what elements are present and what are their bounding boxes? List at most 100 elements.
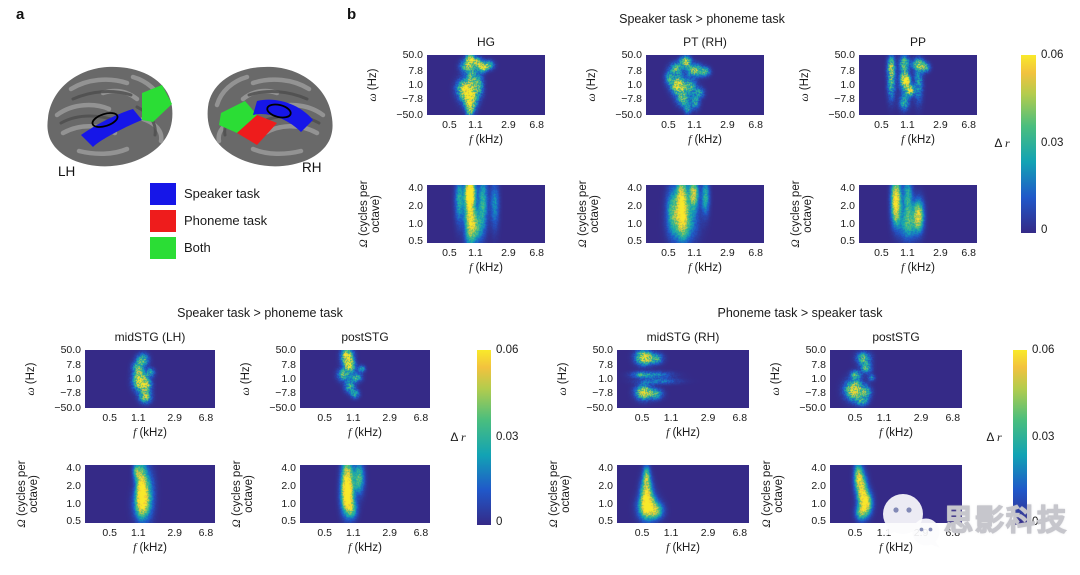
rh-phoneme-region [237, 115, 277, 145]
y-tick: 0.5 [811, 515, 826, 528]
y-tick: 50.0 [60, 344, 81, 356]
y-axis-label-omega: ω (Hz) [770, 347, 785, 411]
math-symbol: ω [799, 93, 811, 102]
y-tick: 1.0 [840, 218, 855, 231]
math-symbol: Ω [790, 239, 802, 248]
y-tick: 0.5 [840, 235, 855, 248]
y-tick: 50.0 [402, 49, 423, 61]
y-tick: 50.0 [621, 49, 642, 61]
x-tick: 6.8 [529, 247, 545, 259]
y-axis-label-omega: ω (Hz) [25, 347, 40, 411]
plot-title: PP [909, 35, 926, 49]
x-tick: 6.8 [748, 119, 764, 131]
plot-title: midSTG (LH) [114, 330, 186, 344]
y-tick: 0.5 [627, 235, 642, 248]
y-tick: 1.0 [281, 373, 296, 385]
axis-unit: (cycles per octave) [790, 180, 814, 237]
rh-roi-outline [266, 103, 292, 119]
colorbar-tick: 0.06 [1032, 344, 1055, 356]
x-tick: 0.5 [847, 527, 863, 539]
y-tick: 1.0 [811, 498, 826, 511]
x-tick: 0.5 [661, 119, 676, 131]
rh-both-region [219, 101, 257, 133]
x-tick: 2.9 [913, 412, 929, 424]
heatmap-canvas-PP-omega [859, 55, 977, 115]
x-tick: 6.8 [961, 119, 977, 131]
x-tick: 1.1 [130, 527, 146, 539]
heatmap-canvas-HG-omega [427, 55, 545, 115]
x-tick: 0.5 [317, 412, 332, 424]
x-tick: 1.1 [468, 119, 483, 131]
x-tick: 1.1 [900, 119, 915, 131]
colorbar-tick: 0 [1032, 516, 1039, 528]
x-tick: 6.8 [198, 412, 214, 424]
axis-unit: (Hz) [25, 362, 37, 388]
y-tick: 0.5 [66, 515, 81, 528]
colorbar-label: Δ r [977, 430, 1011, 445]
axis-unit: (Hz) [240, 362, 252, 388]
y-tick: 2.0 [811, 480, 826, 493]
math-symbol: ω [557, 387, 569, 396]
y-tick: 4.0 [598, 462, 613, 475]
axis-unit: (kHz) [882, 427, 913, 439]
heatmap-canvas-postSTG-Omega [300, 465, 430, 523]
rh-label: RH [302, 160, 322, 175]
colorbar [1021, 55, 1036, 233]
axis-unit: Δ [986, 430, 997, 444]
axis-unit: (kHz) [691, 134, 722, 146]
y-tick: −50.0 [269, 402, 296, 414]
x-axis-label: f (kHz) [85, 542, 215, 555]
x-tick: 6.8 [945, 412, 961, 424]
y-tick: 50.0 [275, 344, 296, 356]
colorbar-tick: 0.06 [1041, 49, 1064, 61]
y-tick: −7.8 [275, 386, 296, 399]
y-axis-label-Omega: Ω (cycles per octave) [548, 448, 573, 540]
x-axis-label: f (kHz) [859, 262, 977, 275]
legend-item-both: Both [150, 236, 211, 259]
axis-unit: (kHz) [882, 542, 913, 554]
y-tick: 4.0 [408, 182, 423, 195]
brain-lh [47, 66, 173, 167]
axis-unit: (cycles per octave) [761, 460, 785, 517]
x-tick: 1.1 [900, 247, 915, 259]
x-tick: 6.8 [413, 527, 429, 539]
x-tick: 0.5 [634, 527, 650, 539]
x-tick: 1.1 [345, 527, 361, 539]
y-tick: 4.0 [66, 462, 81, 475]
colorbar-tick: 0.03 [1032, 430, 1055, 443]
x-axis-label: f (kHz) [427, 134, 545, 147]
x-axis-label: f (kHz) [859, 134, 977, 147]
lh-both-region [142, 85, 172, 122]
x-axis-label: f (kHz) [646, 134, 764, 147]
axis-unit: (kHz) [904, 262, 935, 274]
section-title: Phoneme task > speaker task [717, 306, 883, 320]
axis-unit: Δ [450, 430, 461, 444]
y-tick: 1.0 [66, 498, 81, 511]
axis-unit: (kHz) [669, 542, 700, 554]
axis-unit: (kHz) [691, 262, 722, 274]
y-tick: 1.0 [281, 498, 296, 511]
axis-unit: (kHz) [136, 427, 167, 439]
math-symbol: f [901, 262, 905, 274]
y-tick: 4.0 [840, 182, 855, 195]
y-tick: −7.8 [805, 386, 826, 399]
y-axis-label-Omega: Ω (cycles per octave) [358, 168, 383, 260]
math-symbol: ω [770, 387, 782, 396]
y-tick: 4.0 [811, 462, 826, 475]
axis-unit: (kHz) [904, 134, 935, 146]
y-tick: 7.8 [598, 359, 613, 372]
axis-unit: (Hz) [367, 68, 379, 94]
x-tick: 0.5 [442, 119, 457, 131]
x-tick: 6.8 [748, 247, 764, 259]
math-symbol: Ω [231, 519, 243, 528]
x-tick: 6.8 [732, 527, 748, 539]
math-symbol: f [348, 542, 352, 554]
y-axis-label-Omega: Ω (cycles per octave) [577, 168, 602, 260]
lh-label: LH [58, 164, 76, 179]
x-tick: 2.9 [167, 412, 182, 424]
math-symbol: Ω [358, 239, 370, 248]
legend-label: Phoneme task [184, 213, 268, 228]
x-tick: 0.5 [847, 412, 863, 424]
y-tick: 1.0 [627, 79, 642, 91]
